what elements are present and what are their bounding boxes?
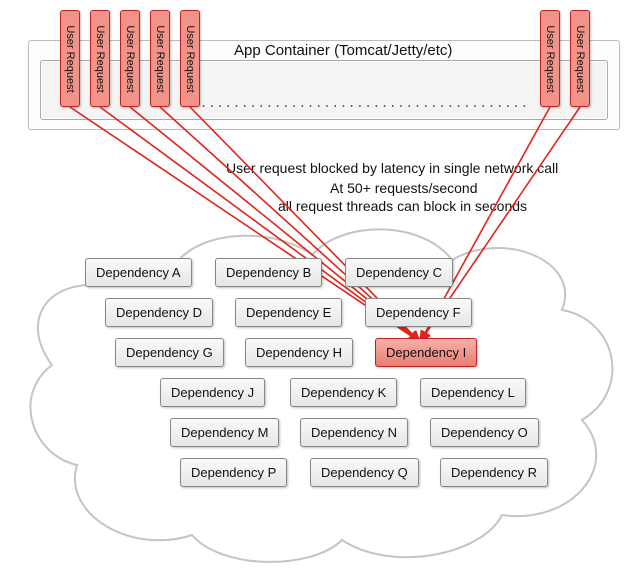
dependency-box: Dependency L <box>420 378 526 407</box>
dependency-box: Dependency N <box>300 418 408 447</box>
dependency-box: Dependency P <box>180 458 287 487</box>
diagram-root: App Container (Tomcat/Jetty/etc) .......… <box>0 0 640 583</box>
dependency-box: Dependency O <box>430 418 539 447</box>
latency-arrows <box>0 0 640 583</box>
dependency-box: Dependency B <box>215 258 322 287</box>
dependency-box: Dependency M <box>170 418 279 447</box>
dependency-box-hot: Dependency I <box>375 338 477 367</box>
dependency-box: Dependency C <box>345 258 453 287</box>
dependency-box: Dependency H <box>245 338 353 367</box>
dependency-box: Dependency R <box>440 458 548 487</box>
dependency-box: Dependency E <box>235 298 342 327</box>
dependency-box: Dependency J <box>160 378 265 407</box>
dependency-box: Dependency K <box>290 378 397 407</box>
dependency-box: Dependency G <box>115 338 224 367</box>
dependency-box: Dependency F <box>365 298 472 327</box>
dependency-box: Dependency D <box>105 298 213 327</box>
dependency-box: Dependency A <box>85 258 192 287</box>
dependency-box: Dependency Q <box>310 458 419 487</box>
